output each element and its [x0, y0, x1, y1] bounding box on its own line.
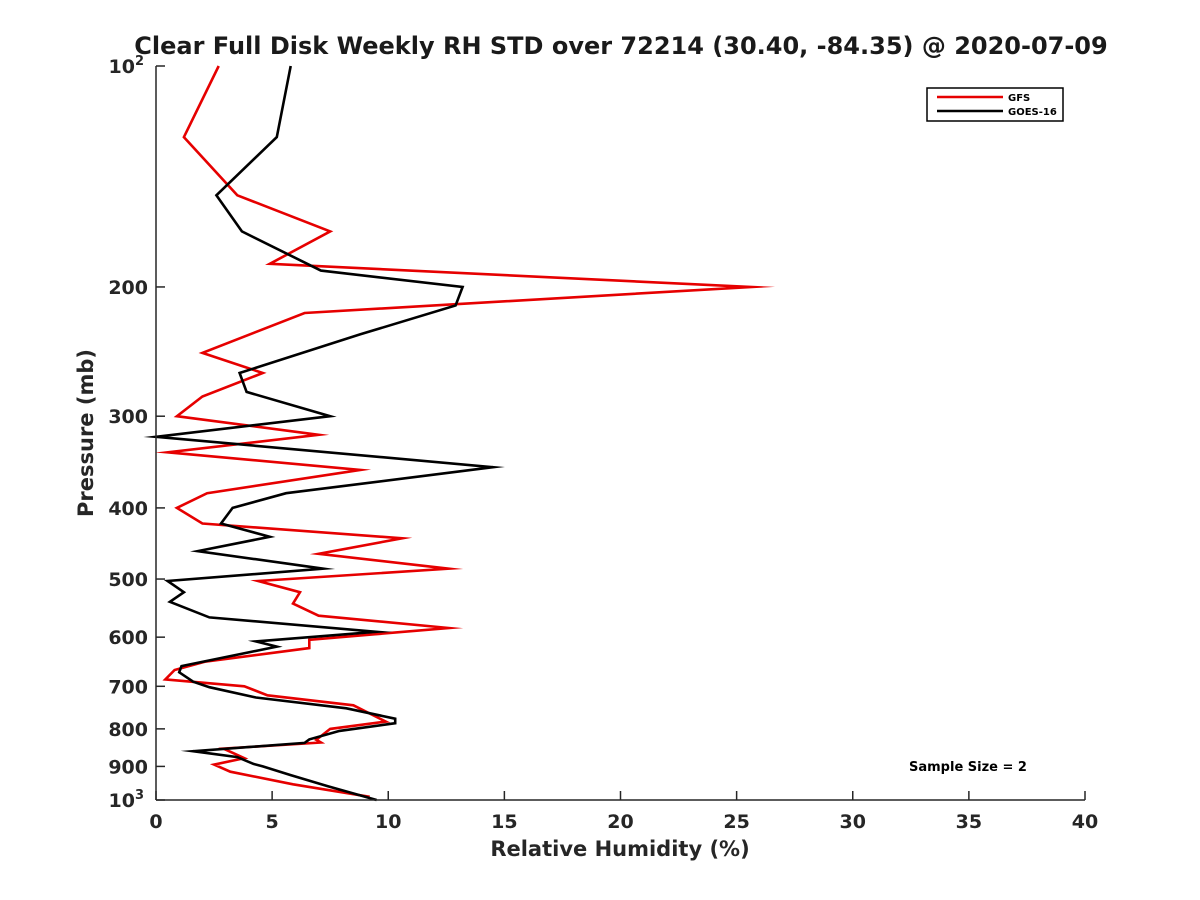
- x-tick-label: 20: [607, 811, 633, 833]
- x-tick-label: 10: [375, 811, 401, 833]
- ticks-layer: 0 5 10 15 20 25 30 35 40 102 200 300 400 500 600 700 800…: [108, 54, 1098, 833]
- sample-size-annotation: Sample Size = 2: [909, 760, 1027, 775]
- chart-title: Clear Full Disk Weekly RH STD over 72214…: [134, 32, 1107, 60]
- series-line-gfs: [154, 65, 776, 799]
- y-tick-label: 400: [108, 498, 148, 520]
- y-tick-label: 102: [109, 54, 145, 78]
- x-axis-label: Relative Humidity (%): [490, 837, 749, 861]
- y-tick-label: 900: [108, 756, 148, 778]
- x-tick-label: 5: [266, 811, 279, 833]
- series-line-goes-16: [143, 65, 505, 802]
- x-tick-label: 30: [840, 811, 866, 833]
- x-tick-label: 25: [723, 811, 749, 833]
- y-tick-label: 300: [108, 406, 148, 428]
- legend-box: [926, 87, 1064, 122]
- x-tick-label: 15: [491, 811, 517, 833]
- x-tick-label: 40: [1072, 811, 1098, 833]
- y-tick-label: 200: [108, 277, 148, 299]
- legend-label-goes-16: GOES-16: [1008, 107, 1057, 118]
- x-tick-label: 35: [956, 811, 982, 833]
- y-tick-label: 500: [108, 569, 148, 591]
- y-tick-label: 103: [109, 788, 145, 812]
- legend: GFS GOES-16: [926, 87, 1064, 122]
- x-tick-label: 0: [149, 811, 162, 833]
- series-layer: [143, 65, 776, 802]
- legend-label-gfs: GFS: [1008, 93, 1030, 104]
- y-tick-label: 600: [108, 627, 148, 649]
- y-tick-label: 700: [108, 676, 148, 698]
- y-axis-label: Pressure (mb): [74, 349, 98, 517]
- y-tick-label: 800: [108, 719, 148, 741]
